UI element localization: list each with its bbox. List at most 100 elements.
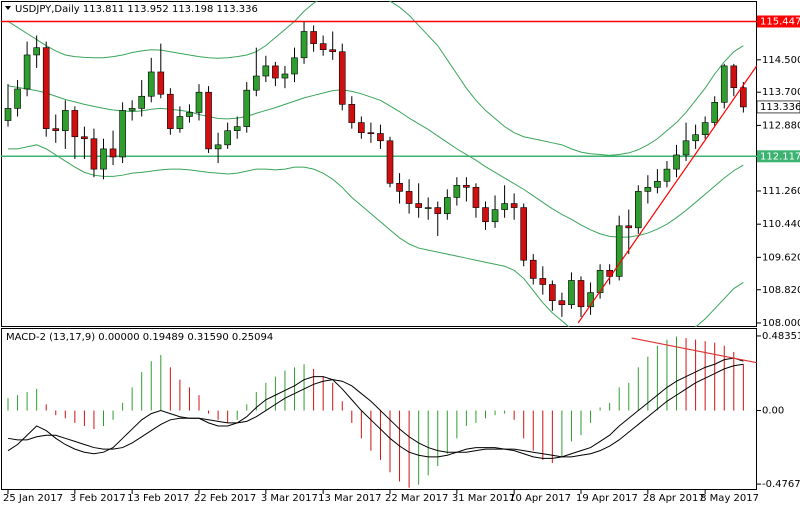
candle-body	[587, 292, 594, 308]
candle-body	[42, 47, 50, 129]
candle-body	[634, 191, 642, 229]
x-tick-label: 25 Jan 2017	[3, 493, 63, 504]
candle-body	[415, 203, 422, 208]
candle-body	[501, 203, 508, 210]
candle-body	[319, 43, 327, 50]
macd-line	[7, 357, 744, 459]
candle-body	[338, 51, 346, 105]
bollinger-upper	[7, 1, 744, 156]
candle-body	[453, 185, 461, 198]
x-tick-label: 19 Apr 2017	[576, 493, 638, 504]
last-price-box	[756, 100, 800, 114]
y-tick-label: 113.700	[762, 87, 800, 98]
candle-body	[386, 140, 394, 184]
candle-body	[424, 207, 432, 209]
candle-body	[443, 197, 451, 214]
price-panel-frame	[1, 1, 757, 327]
candle-body	[463, 185, 470, 188]
candle-body	[205, 91, 212, 150]
candle-body	[14, 88, 21, 109]
candle-body	[71, 110, 79, 138]
candle-body	[52, 128, 60, 131]
candle-body	[510, 203, 518, 208]
macd-plot	[7, 336, 757, 488]
candle-body	[482, 207, 489, 223]
candle-body	[23, 54, 31, 90]
candle-body	[90, 138, 98, 170]
candle-body	[434, 207, 442, 214]
y-tick-label: 0.48351	[762, 331, 800, 342]
macd-trendline	[631, 337, 757, 364]
candle-body	[472, 187, 480, 208]
candle-body	[61, 110, 69, 131]
candle-body	[272, 65, 279, 79]
candle-body	[615, 225, 623, 277]
candle-body	[558, 300, 566, 306]
y-tick-label: 110.440	[762, 219, 800, 230]
candle-body	[491, 209, 499, 223]
macd-title: MACD-2 (13,17,9) 0.00000 0.19489 0.31590…	[6, 332, 273, 343]
candle-body	[195, 91, 203, 113]
x-tick-label: 3 Mar 2017	[261, 493, 318, 504]
x-tick-label: 8 May 2017	[700, 493, 759, 504]
candle-body	[157, 71, 165, 95]
candle-body	[568, 280, 575, 306]
candle-body	[577, 280, 585, 308]
x-tick-label: 13 Mar 2017	[318, 493, 381, 504]
last-price-label: 113.336	[760, 102, 800, 113]
candle-body	[100, 148, 107, 170]
candle-body	[300, 31, 308, 59]
candle-body	[549, 284, 556, 301]
level-box	[757, 150, 800, 163]
chart-title: USDJPY,Daily 113.811 113.952 113.198 113…	[15, 4, 258, 15]
candle-body	[281, 73, 289, 79]
candle-body	[711, 102, 719, 123]
candle-body	[644, 187, 652, 192]
level-label: 112.117	[760, 151, 800, 162]
candle-body	[539, 278, 547, 285]
candle-body	[405, 191, 413, 204]
candle-body	[701, 122, 709, 136]
candle-body	[33, 47, 40, 56]
candle-body	[81, 136, 88, 140]
level-box	[757, 15, 800, 28]
candle-body	[167, 93, 174, 129]
candle-body	[358, 122, 365, 133]
candle-body	[396, 182, 403, 192]
candle-body	[291, 57, 298, 75]
candle-body	[520, 207, 528, 261]
candle-body	[625, 225, 633, 229]
candle-body	[4, 108, 12, 121]
signal-line	[7, 363, 744, 458]
candle-body	[682, 140, 690, 156]
bollinger-lower	[8, 144, 744, 327]
candle-body	[243, 89, 251, 127]
candle-body	[692, 134, 699, 142]
trendline	[577, 65, 757, 324]
candle-body	[377, 133, 384, 142]
candle-body	[147, 71, 155, 97]
candle-body	[310, 31, 317, 44]
candle-body	[740, 87, 747, 108]
x-tick-label: 22 Feb 2017	[194, 493, 256, 504]
x-tick-label: 10 Apr 2017	[509, 493, 571, 504]
y-tick-label: 109.620	[762, 252, 800, 263]
x-tick-label: 22 Mar 2017	[385, 493, 448, 504]
y-tick-label: 108.820	[762, 285, 800, 296]
candle-body	[663, 168, 671, 182]
candle-body	[186, 112, 193, 117]
x-tick-label: 13 Feb 2017	[127, 493, 189, 504]
candle-body	[367, 132, 375, 134]
candle-body	[329, 49, 337, 53]
price-plot	[1, 1, 757, 327]
macd-panel-frame	[1, 328, 757, 490]
candle-body	[214, 144, 222, 150]
candle-body	[119, 110, 126, 158]
axes: 115.420114.500113.700112.880111.260110.4…	[3, 15, 800, 504]
candle-body	[176, 116, 184, 129]
x-tick-label: 3 Feb 2017	[70, 493, 126, 504]
candle-body	[224, 130, 231, 146]
candle-body	[720, 65, 728, 103]
candle-body	[730, 65, 738, 89]
